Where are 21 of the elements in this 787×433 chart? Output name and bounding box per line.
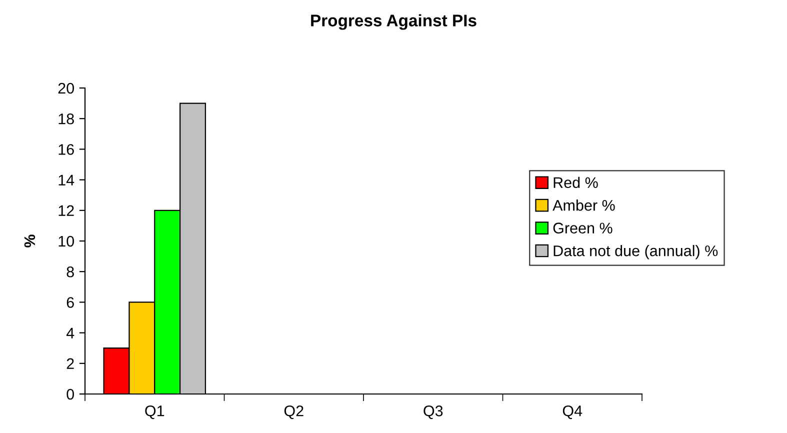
x-tick-label: Q4 — [562, 406, 582, 420]
y-tick-label: 18 — [58, 113, 74, 124]
y-tick-label: 12 — [58, 205, 74, 216]
legend-label: Amber % — [552, 200, 615, 211]
y-tick-label: 2 — [66, 358, 74, 369]
x-tick-label: Q2 — [284, 406, 304, 420]
y-tick-label: 8 — [66, 266, 74, 278]
y-tick-label: 4 — [66, 328, 74, 338]
legend-label: Green % — [553, 222, 612, 234]
legend-label: Data not due (annual) % — [554, 245, 718, 260]
x-tick-label: Q1 — [145, 406, 164, 420]
y-axis-title: % — [24, 234, 36, 248]
y-tick-label: 6 — [66, 297, 74, 308]
legend-label: Red % — [554, 176, 598, 188]
y-tick-label: 20 — [58, 82, 74, 94]
x-tick-label: Q3 — [424, 406, 443, 420]
chart-title: Progress Against PIs — [311, 14, 476, 30]
y-tick-label: 16 — [58, 144, 74, 155]
y-tick-label: 0 — [66, 388, 74, 400]
y-tick-label: 14 — [58, 174, 74, 186]
y-tick-label: 10 — [58, 236, 74, 247]
